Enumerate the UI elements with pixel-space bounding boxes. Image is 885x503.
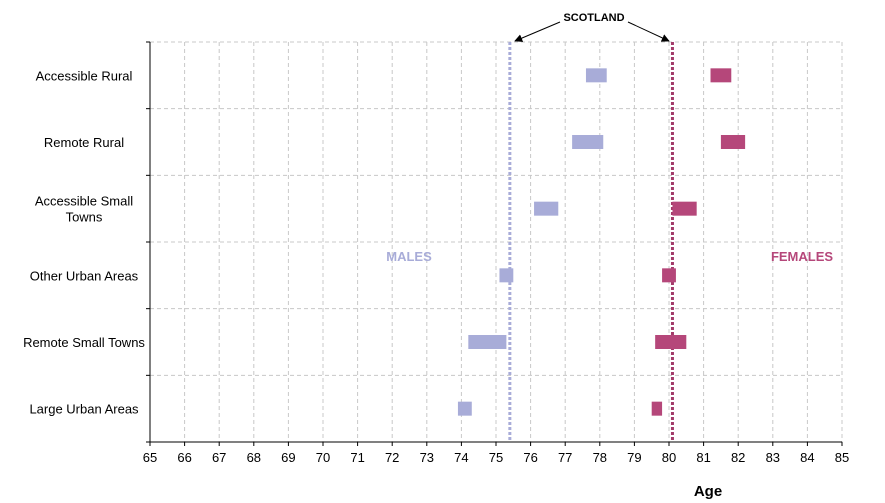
females-bar xyxy=(662,268,676,283)
x-tick-label: 71 xyxy=(350,450,364,465)
males-bar xyxy=(585,68,607,83)
females-bar xyxy=(710,68,732,83)
females-bar xyxy=(720,135,746,149)
x-tick-label: 67 xyxy=(212,450,226,465)
males-bar xyxy=(499,268,514,283)
reference-lines xyxy=(508,42,674,442)
legend-females: FEMALES xyxy=(771,249,833,264)
x-tick-label: 69 xyxy=(281,450,295,465)
x-tick-label: 85 xyxy=(835,450,849,465)
males-bar xyxy=(534,201,559,216)
x-tick-label: 65 xyxy=(143,450,157,465)
bars xyxy=(457,68,746,416)
category-label: Accessible Rural xyxy=(36,68,133,83)
x-tick-label: 76 xyxy=(523,450,537,465)
x-tick-label: 77 xyxy=(558,450,572,465)
x-tick-label: 72 xyxy=(385,450,399,465)
males-bar xyxy=(572,135,604,149)
x-tick-label: 73 xyxy=(420,450,434,465)
x-tick-label: 84 xyxy=(800,450,814,465)
labels: Accessible Rural Remote Rural Accessible S… xyxy=(23,68,145,416)
scotland-arrow-left xyxy=(514,21,561,42)
category-label: Large Urban Areas xyxy=(29,402,139,417)
females-bar xyxy=(651,401,663,416)
scotland-annotation: SCOTLAND xyxy=(563,12,624,24)
category-label: Towns xyxy=(66,210,103,225)
gridlines xyxy=(150,41,843,442)
scotland-arrow-right xyxy=(627,21,670,42)
category-label: Accessible Small xyxy=(35,194,133,209)
males-bar xyxy=(468,335,507,349)
x-tick-label: 66 xyxy=(177,450,191,465)
x-tick-label: 82 xyxy=(731,450,745,465)
category-label: Remote Small Towns xyxy=(23,335,145,350)
category-label: Other Urban Areas xyxy=(30,268,139,283)
females-bar xyxy=(672,201,697,216)
males-bar xyxy=(457,401,472,416)
x-tick-label: 80 xyxy=(662,450,676,465)
category-label: Remote Rural xyxy=(44,135,124,150)
females-bar xyxy=(655,335,687,349)
x-tick-label: 81 xyxy=(696,450,710,465)
x-tick-label: 70 xyxy=(316,450,330,465)
x-axis-label: Age xyxy=(694,483,722,500)
x-tick-label: 75 xyxy=(489,450,503,465)
axes: 65 66 67 68 69 70 71 72 73 74 75 76 77 78 79 80 81 82 83 84… xyxy=(143,41,849,465)
legend-males: MALES xyxy=(386,249,432,264)
x-tick-label: 83 xyxy=(766,450,780,465)
x-tick-label: 78 xyxy=(593,450,607,465)
x-tick-label: 68 xyxy=(247,450,261,465)
x-tick-label: 74 xyxy=(454,450,468,465)
x-tick-label: 79 xyxy=(627,450,641,465)
